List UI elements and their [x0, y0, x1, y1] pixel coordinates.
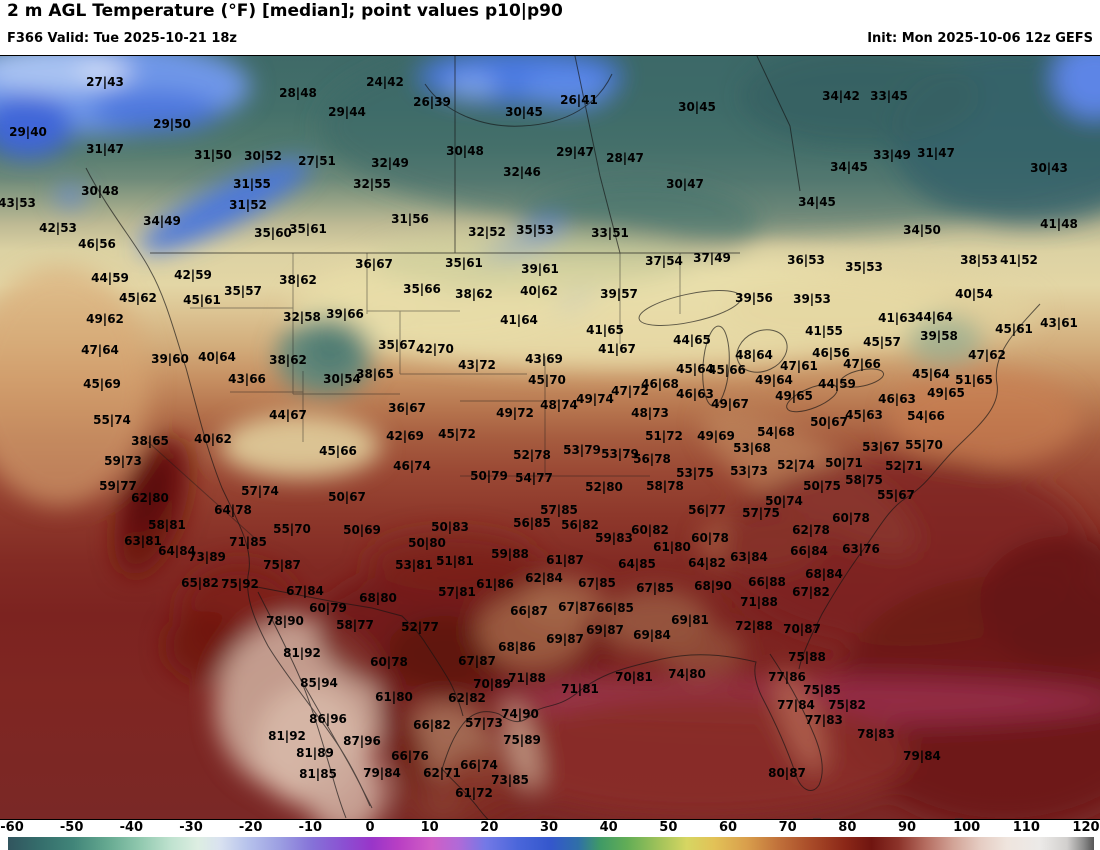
- colorbar-tick-label: 120: [1072, 820, 1100, 835]
- map-background: [0, 56, 1100, 819]
- colorbar-tick-label: 70: [778, 820, 797, 835]
- brand-text-right: tal weather: [897, 811, 1100, 819]
- colorbar-tick-label: 60: [718, 820, 738, 835]
- coastlines-and-borders: [85, 56, 1041, 819]
- temperature-map: www.pivotalweather.com piv⚙tal weather: [0, 55, 1100, 820]
- brand-text-left: piv: [776, 811, 856, 819]
- colorbar-tick-label: 110: [1012, 820, 1040, 835]
- temperature-field: [0, 56, 1100, 819]
- colorbar-gradient: [8, 837, 1094, 850]
- colorbar: -60 -50 -40 -30 -20 -10 0 10 20 30 40 50 60 70 80 90 100…: [0, 820, 1100, 850]
- valid-time: F366 Valid: Tue 2025-10-21 18z: [7, 31, 237, 46]
- colorbar-tick-label: 100: [953, 820, 981, 835]
- colorbar-tick-label: 50: [659, 820, 678, 835]
- colorbar-tick-label: -20: [238, 820, 263, 835]
- colorbar-tick-label: 80: [838, 820, 857, 835]
- header: 2 m AGL Temperature (°F) [median]; point…: [0, 0, 1100, 55]
- colorbar-tick-label: -30: [179, 820, 203, 835]
- gear-icon: ⚙: [856, 811, 897, 819]
- colorbar-tick-label: -60: [0, 820, 24, 835]
- colorbar-tick-label: -50: [59, 820, 84, 835]
- state-lines: [147, 253, 681, 542]
- colorbar-tick-label: 30: [539, 820, 559, 835]
- init-time: Init: Mon 2025-10-06 12z GEFS: [867, 31, 1093, 46]
- brand-watermark: piv⚙tal weather: [776, 811, 1100, 819]
- colorbar-tick-label: 90: [897, 820, 917, 835]
- colorbar-tick-label: -40: [119, 820, 144, 835]
- colorbar-tick-label: 10: [420, 820, 439, 835]
- colorbar-tick-label: 0: [365, 820, 375, 835]
- colorbar-tick-label: -10: [298, 820, 323, 835]
- map-title: 2 m AGL Temperature (°F) [median]; point…: [7, 1, 563, 21]
- colorbar-tick-label: 40: [599, 820, 618, 835]
- colorbar-tick-label: 20: [480, 820, 499, 835]
